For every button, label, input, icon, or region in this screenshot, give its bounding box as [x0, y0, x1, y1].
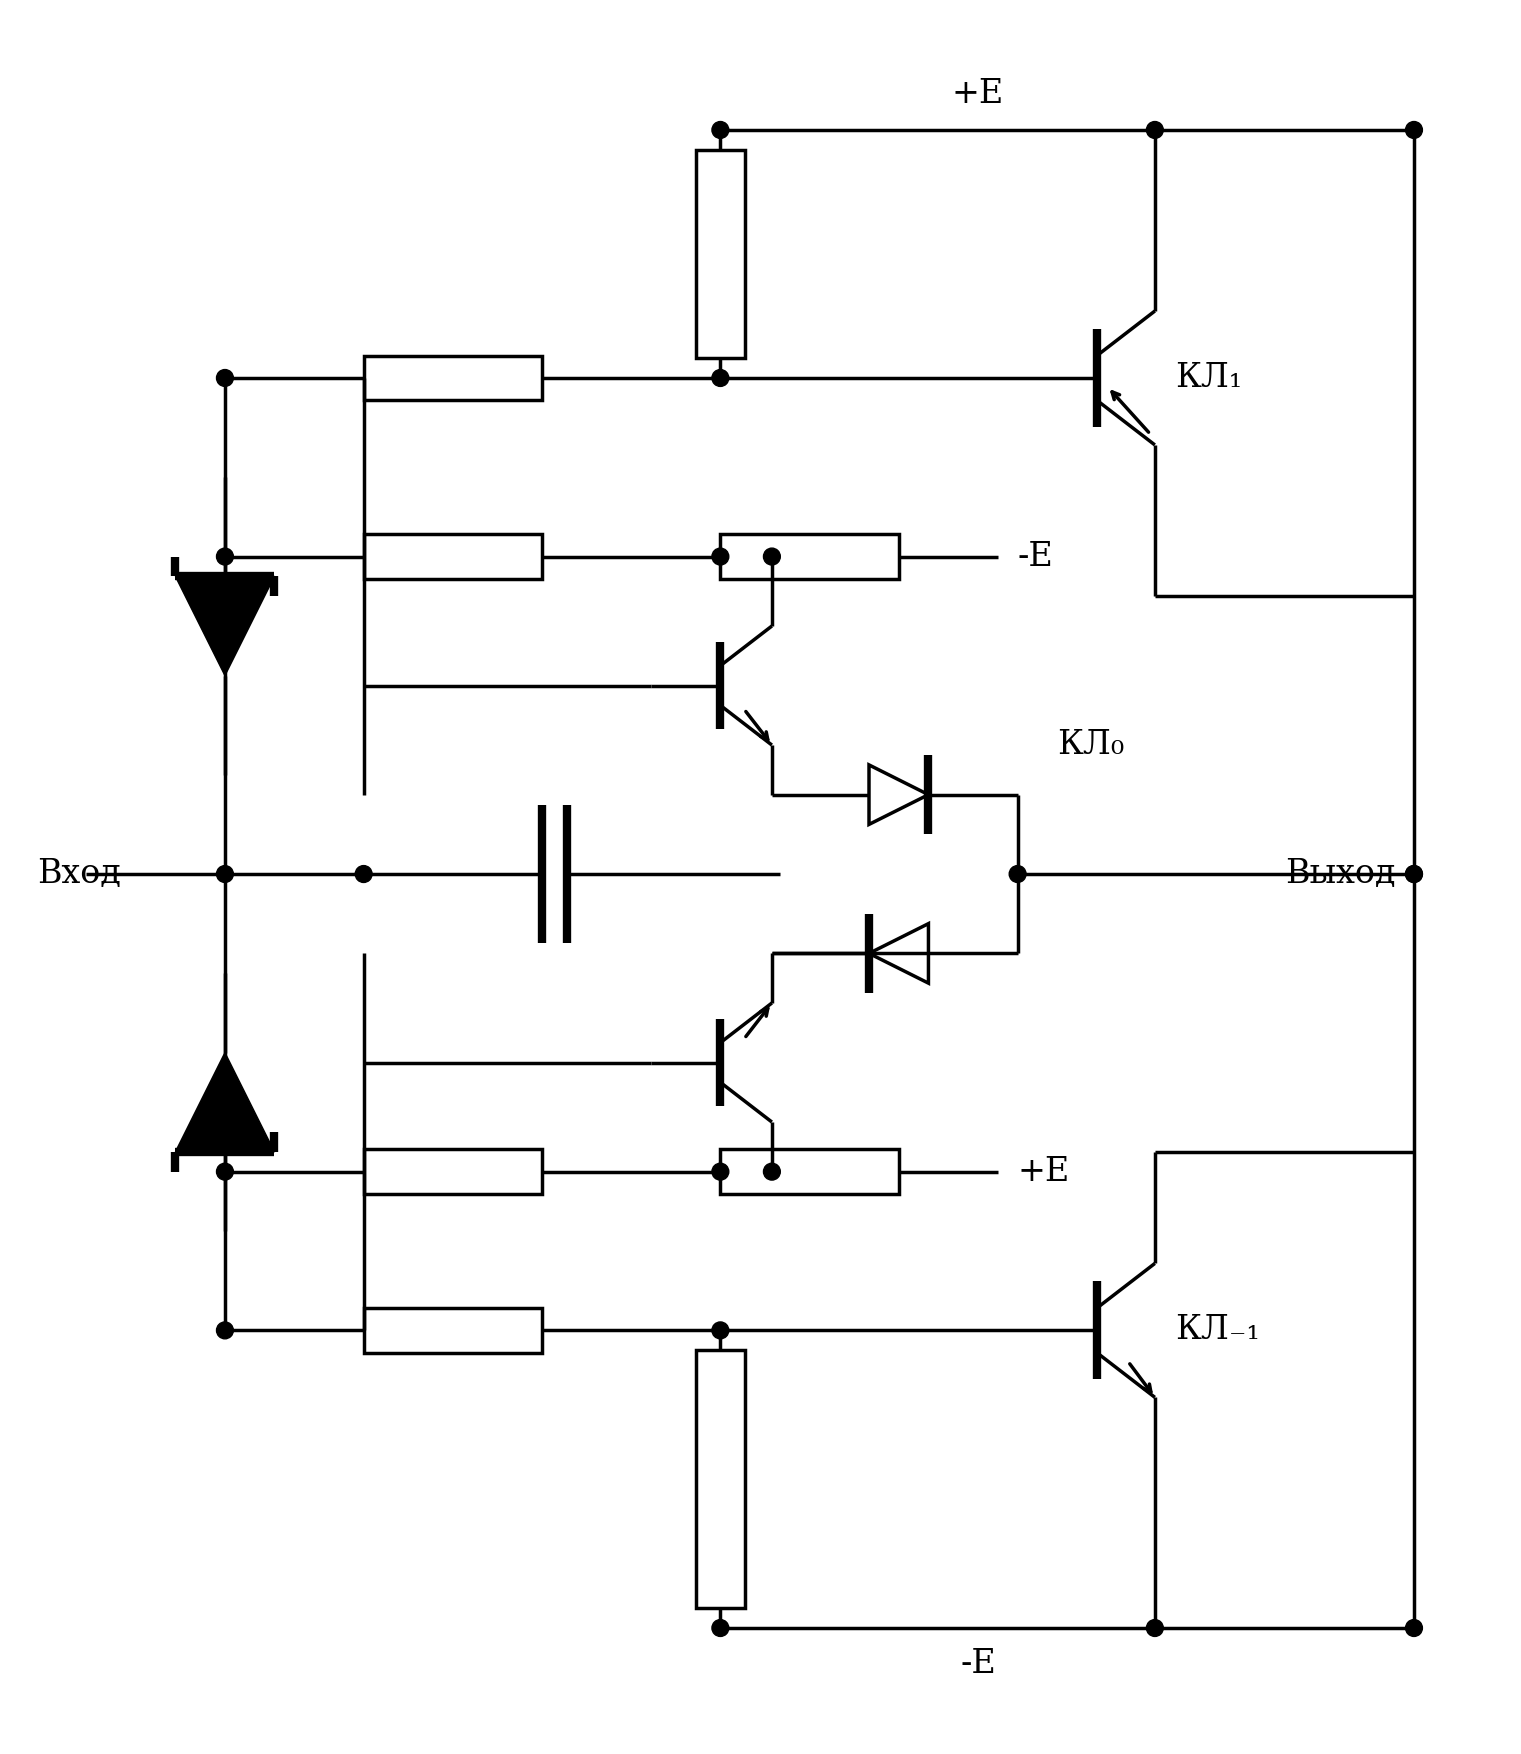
Text: -E: -E: [960, 1647, 996, 1680]
Bar: [695, 1351, 745, 1608]
Circle shape: [216, 1163, 233, 1180]
Bar: [721, 535, 899, 579]
Text: -E: -E: [1018, 540, 1054, 572]
Circle shape: [1147, 1619, 1164, 1636]
Circle shape: [1405, 121, 1422, 139]
Circle shape: [1405, 1619, 1422, 1636]
Circle shape: [216, 865, 233, 882]
Circle shape: [712, 547, 729, 565]
Circle shape: [356, 865, 373, 882]
Text: КЛ₁: КЛ₁: [1174, 361, 1243, 395]
Circle shape: [712, 121, 729, 139]
Circle shape: [1010, 865, 1027, 882]
Text: КЛ₀: КЛ₀: [1057, 730, 1124, 761]
Bar: [695, 149, 745, 358]
Circle shape: [1405, 865, 1422, 882]
Bar: [721, 1149, 899, 1194]
Circle shape: [712, 370, 729, 386]
Text: Вход: Вход: [37, 858, 120, 889]
Text: КЛ₋₁: КЛ₋₁: [1174, 1314, 1259, 1347]
Bar: [364, 1149, 541, 1194]
Circle shape: [712, 1619, 729, 1636]
Text: Выход: Выход: [1285, 858, 1396, 889]
Circle shape: [764, 547, 780, 565]
Polygon shape: [175, 1052, 274, 1152]
Bar: [364, 356, 541, 400]
Circle shape: [216, 1323, 233, 1338]
Circle shape: [216, 547, 233, 565]
Circle shape: [1147, 121, 1164, 139]
Text: +E: +E: [1018, 1156, 1069, 1187]
Circle shape: [1405, 865, 1422, 882]
Bar: [364, 1308, 541, 1352]
Circle shape: [712, 1163, 729, 1180]
Circle shape: [712, 1323, 729, 1338]
Circle shape: [216, 370, 233, 386]
Bar: [364, 535, 541, 579]
Text: +E: +E: [952, 79, 1004, 111]
Circle shape: [764, 1163, 780, 1180]
Polygon shape: [175, 577, 274, 675]
